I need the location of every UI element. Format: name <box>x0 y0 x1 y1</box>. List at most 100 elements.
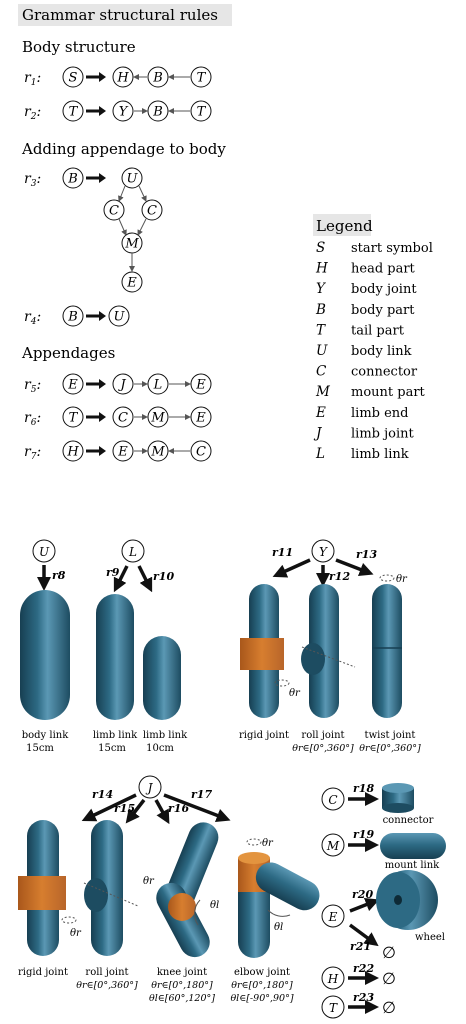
svg-text:J: J <box>117 378 126 393</box>
section-appendages: Appendages <box>21 344 115 362</box>
roll-joint-disc <box>301 643 325 675</box>
svg-text:E: E <box>195 411 206 426</box>
r2-produces-arrow <box>86 106 106 116</box>
caption-knee-range-r: θr∈[0°,180°] <box>151 980 213 991</box>
svg-text:T: T <box>197 105 207 120</box>
arrow-r17 <box>163 793 231 823</box>
legend-symbol: H <box>315 261 328 277</box>
label-r10: r10 <box>153 570 174 583</box>
legend-symbol: M <box>315 384 331 400</box>
svg-text:E: E <box>195 378 206 393</box>
caption-knee-joint: knee joint <box>157 967 207 978</box>
label-r14: r14 <box>92 788 113 801</box>
label-r8: r8 <box>52 569 66 582</box>
label-r12: r12 <box>329 570 350 583</box>
elbow-theta-r: θr <box>262 838 274 849</box>
label-r16: r16 <box>168 802 189 815</box>
legend-symbol: B <box>315 302 326 318</box>
body-link-cylinder <box>20 590 70 720</box>
empty-set-r23: ∅ <box>382 998 396 1017</box>
label-r19: r19 <box>353 828 374 841</box>
svg-text:S: S <box>69 71 78 86</box>
legend-symbol: T <box>316 322 326 338</box>
knee-joint-model <box>156 822 219 958</box>
roll-joint-axis <box>301 646 356 668</box>
node-L-parts: L <box>121 539 145 563</box>
svg-text:E: E <box>117 445 128 460</box>
legend-symbol: L <box>315 446 325 462</box>
arrow-r13 <box>335 558 374 577</box>
r7-lhs-node: H <box>62 440 84 462</box>
svg-text:C: C <box>118 411 128 426</box>
svg-text:M: M <box>150 411 165 426</box>
svg-text:C: C <box>196 445 206 460</box>
svg-text:U: U <box>114 310 126 325</box>
legend-meaning: limb end <box>351 406 408 421</box>
twist-joint-cylinder <box>372 584 402 718</box>
arrow-r9 <box>113 565 129 593</box>
page-title: Grammar structural rules <box>22 6 218 24</box>
empty-set-r22: ∅ <box>382 969 396 988</box>
svg-text:H: H <box>327 972 339 986</box>
legend-meaning: head part <box>351 262 416 277</box>
legend-symbol: J <box>313 425 323 441</box>
caption-knee-range-l: θl∈[60°,120°] <box>149 993 215 1004</box>
legend-title-background <box>313 214 371 236</box>
r2-lhs-node: T <box>62 100 84 122</box>
label-r13: r13 <box>356 548 377 561</box>
caption-elbow-range-l: θl∈[-90°,90°] <box>230 993 293 1004</box>
svg-text:B: B <box>152 71 163 86</box>
svg-text:Y: Y <box>319 545 328 559</box>
roll-joint-2-axis <box>83 882 139 907</box>
rigid-joint-block <box>240 638 284 670</box>
node-T-parts: T <box>321 995 345 1019</box>
svg-text:U: U <box>127 172 139 187</box>
legend-symbol: E <box>315 405 326 421</box>
roll-joint-cylinder <box>309 584 339 718</box>
legend-meaning: connector <box>351 365 418 380</box>
section-body-structure: Body structure <box>22 38 136 56</box>
rule-label-r1: r1: <box>24 70 41 88</box>
r5-rhs-node-0: J <box>112 373 134 395</box>
arrow-r21 <box>348 923 379 947</box>
svg-text:H: H <box>66 445 79 460</box>
arrow-r15 <box>125 798 146 824</box>
twist-joint-rotation-icon <box>379 574 395 582</box>
node-H-parts: H <box>321 966 345 990</box>
caption-roll-joint-range: θr∈[0°,360°] <box>292 743 354 754</box>
r7-rhs-node-0: E <box>112 440 134 462</box>
r7-rhs-node-2: C <box>190 440 212 462</box>
r6-rhs-node-2: E <box>190 406 212 428</box>
rule-label-r6: r6: <box>24 410 41 428</box>
r5-produces-arrow <box>86 379 106 389</box>
svg-text:M: M <box>326 839 340 853</box>
caption-twist-joint-range: θr∈[0°,360°] <box>359 743 421 754</box>
node-M-parts: M <box>321 833 345 857</box>
r3-edge-C-left-M <box>118 218 127 236</box>
rule-label-r3: r3: <box>24 171 41 189</box>
caption-body-link: body link <box>22 730 69 741</box>
r3-node-M: M <box>121 232 143 254</box>
caption-limb-link-a-len: 15cm <box>98 743 126 754</box>
caption-limb-link-a: limb link <box>93 730 138 741</box>
legend-meaning: limb link <box>351 447 409 462</box>
legend-symbol: C <box>316 364 327 380</box>
caption-connector: connector <box>383 815 434 826</box>
elbow-joint-model <box>238 852 320 958</box>
connector-model <box>382 783 414 813</box>
rigid-joint-2-theta: θr <box>70 928 82 939</box>
caption-roll-joint: roll joint <box>301 730 344 741</box>
rule-label-r4: r4: <box>24 309 41 327</box>
legend-meaning: start symbol <box>351 241 433 256</box>
legend-meaning: mount part <box>351 385 426 400</box>
caption-roll-joint-2-range: θr∈[0°,360°] <box>76 980 138 991</box>
svg-text:C: C <box>328 793 337 807</box>
